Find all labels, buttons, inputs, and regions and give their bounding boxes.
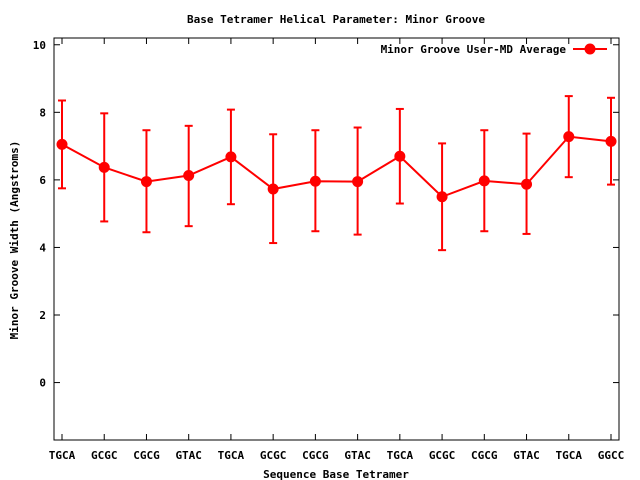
data-point	[183, 169, 195, 181]
series-0	[56, 95, 617, 252]
data-point	[352, 176, 364, 188]
y-tick-label: 0	[39, 377, 46, 390]
data-point	[56, 138, 68, 150]
data-point	[140, 176, 152, 188]
x-axis: TGCA GCGC CGCG GTAC TGCA GCGC CGCG GTAC TGCA GCGC…	[49, 38, 625, 462]
x-axis-label: Sequence Base Tetramer	[263, 468, 409, 480]
series-layer	[56, 95, 617, 252]
legend: Minor Groove User-MD Average	[381, 43, 607, 56]
y-tick-label: 10	[33, 39, 46, 52]
x-tick-label: TGCA	[218, 449, 245, 462]
data-point	[225, 151, 237, 163]
y-tick-label: 2	[39, 309, 46, 322]
x-tick-label: GTAC	[175, 449, 202, 462]
x-tick-label: CGCG	[302, 449, 329, 462]
y-axis-label: Minor Groove Width (Angstroms)	[8, 141, 21, 340]
x-tick-label: GCGC	[260, 449, 287, 462]
chart-title: Base Tetramer Helical Parameter: Minor G…	[187, 13, 485, 26]
x-tick-label: TGCA	[387, 449, 414, 462]
data-point	[605, 135, 617, 147]
series-line	[61, 135, 612, 198]
y-tick-label: 6	[39, 174, 46, 187]
data-point	[436, 191, 448, 203]
y-axis: 0 2 4 6 8 10	[33, 39, 619, 390]
legend-marker	[584, 43, 596, 55]
data-point	[478, 175, 490, 187]
data-point	[98, 161, 110, 173]
y-tick-label: 8	[39, 106, 46, 119]
x-tick-label: CGCG	[133, 449, 160, 462]
data-point	[309, 175, 321, 187]
x-tick-label: TGCA	[556, 449, 583, 462]
x-tick-label: GGCC	[598, 449, 625, 462]
data-point	[521, 178, 533, 190]
data-point	[563, 131, 575, 143]
data-point	[267, 183, 279, 195]
data-point	[394, 150, 406, 162]
x-tick-label: TGCA	[49, 449, 76, 462]
plot-frame	[53, 37, 620, 441]
x-tick-label: GCGC	[429, 449, 456, 462]
legend-label: Minor Groove User-MD Average	[381, 43, 567, 56]
y-tick-label: 4	[39, 241, 46, 254]
x-tick-label: CGCG	[471, 449, 498, 462]
x-tick-label: GCGC	[91, 449, 118, 462]
x-tick-label: GTAC	[344, 449, 371, 462]
x-tick-label: GTAC	[513, 449, 540, 462]
